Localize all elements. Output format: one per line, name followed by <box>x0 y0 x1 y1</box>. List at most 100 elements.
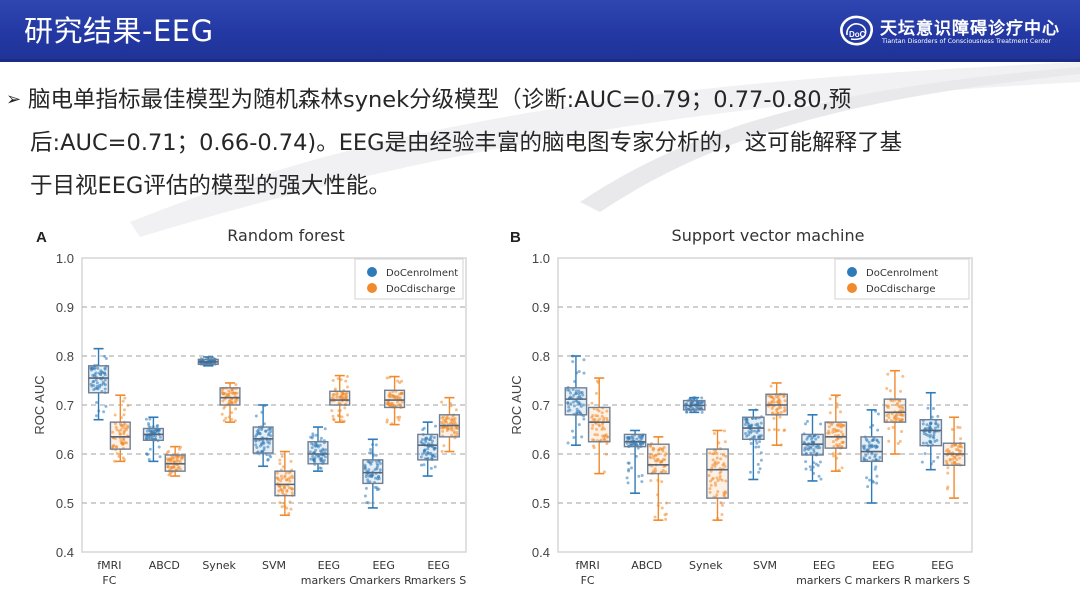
data-point <box>575 407 579 411</box>
data-point <box>424 436 428 440</box>
box-docenrolment <box>362 438 384 509</box>
box-docenrolment <box>801 413 824 482</box>
data-point <box>753 429 757 433</box>
data-point <box>875 474 879 478</box>
data-point <box>771 411 775 415</box>
data-point <box>649 452 653 456</box>
data-point <box>757 429 761 433</box>
box-docenrolment <box>860 409 883 504</box>
data-point <box>377 487 381 491</box>
box-docenrolment <box>623 429 647 495</box>
x-tick-label: markers R <box>356 574 412 587</box>
data-point <box>743 417 747 421</box>
x-tick-label: EEG <box>813 559 835 572</box>
data-point <box>94 414 98 418</box>
box-docdischarge <box>164 445 186 477</box>
data-point <box>449 404 453 408</box>
data-point <box>424 440 428 444</box>
x-tick-label: fMRI <box>575 559 599 572</box>
data-point <box>818 460 822 464</box>
data-point <box>433 455 437 459</box>
data-point <box>374 453 378 457</box>
data-point <box>637 474 641 478</box>
data-point <box>887 416 891 420</box>
data-point <box>805 437 809 441</box>
data-point <box>716 490 720 494</box>
data-point <box>220 389 224 393</box>
box-docdischarge <box>765 382 788 447</box>
data-point <box>711 458 715 462</box>
data-point <box>635 437 639 441</box>
box-iqr <box>274 470 296 497</box>
data-point <box>651 448 655 452</box>
legend: DoCenrolment DoCdischarge <box>834 258 970 300</box>
data-point <box>104 404 108 408</box>
data-point <box>778 406 782 410</box>
data-point <box>310 442 314 446</box>
y-tick-label: 0.4 <box>532 545 550 560</box>
data-point <box>335 393 339 397</box>
data-point <box>719 457 723 461</box>
data-point <box>269 429 273 433</box>
data-point <box>689 402 693 406</box>
data-point <box>749 431 753 435</box>
data-point <box>834 438 838 442</box>
data-point <box>145 429 149 433</box>
data-point <box>118 432 122 436</box>
data-point <box>901 374 905 378</box>
data-point <box>886 404 890 408</box>
data-point <box>345 375 349 379</box>
data-point <box>664 517 668 521</box>
data-point <box>578 394 582 398</box>
data-point <box>946 471 950 475</box>
data-point <box>258 444 262 448</box>
data-point <box>779 411 783 415</box>
data-point <box>657 458 661 462</box>
data-point <box>900 429 904 433</box>
data-point <box>658 447 662 451</box>
data-point <box>581 403 585 407</box>
data-point <box>581 393 585 397</box>
data-point <box>759 451 763 455</box>
x-tick-label: FC <box>581 574 595 587</box>
data-point <box>662 465 666 469</box>
data-point <box>811 436 815 440</box>
data-point <box>896 442 900 446</box>
data-point <box>721 453 725 457</box>
legend-marker-docdischarge <box>367 283 377 293</box>
data-point <box>816 446 820 450</box>
data-point <box>593 433 597 437</box>
box-iqr <box>417 433 439 461</box>
data-point <box>626 481 630 485</box>
data-point <box>331 414 335 418</box>
y-tick-label: 1.0 <box>56 251 74 266</box>
data-point <box>720 512 724 516</box>
data-point <box>103 387 107 391</box>
x-tick-label: ABCD <box>149 559 180 572</box>
data-point <box>590 401 594 405</box>
data-point <box>715 493 719 497</box>
data-point <box>933 439 937 443</box>
data-point <box>369 475 373 479</box>
data-point <box>755 430 759 434</box>
data-point <box>653 515 657 519</box>
data-point <box>951 457 955 461</box>
data-point <box>447 427 451 431</box>
data-point <box>743 423 747 427</box>
data-point <box>875 481 879 485</box>
data-point <box>808 434 812 438</box>
data-point <box>724 454 728 458</box>
brain-doc-logo-icon: DoC <box>840 15 874 46</box>
data-point <box>366 478 370 482</box>
data-point <box>569 402 573 406</box>
data-point <box>758 440 762 444</box>
arrow-bullet-icon: ➢ <box>6 89 22 110</box>
data-point <box>566 401 570 405</box>
data-point <box>932 406 936 410</box>
data-point <box>605 409 609 413</box>
data-point <box>958 456 962 460</box>
data-point <box>946 485 950 489</box>
data-point <box>308 450 312 454</box>
data-point <box>254 443 258 447</box>
